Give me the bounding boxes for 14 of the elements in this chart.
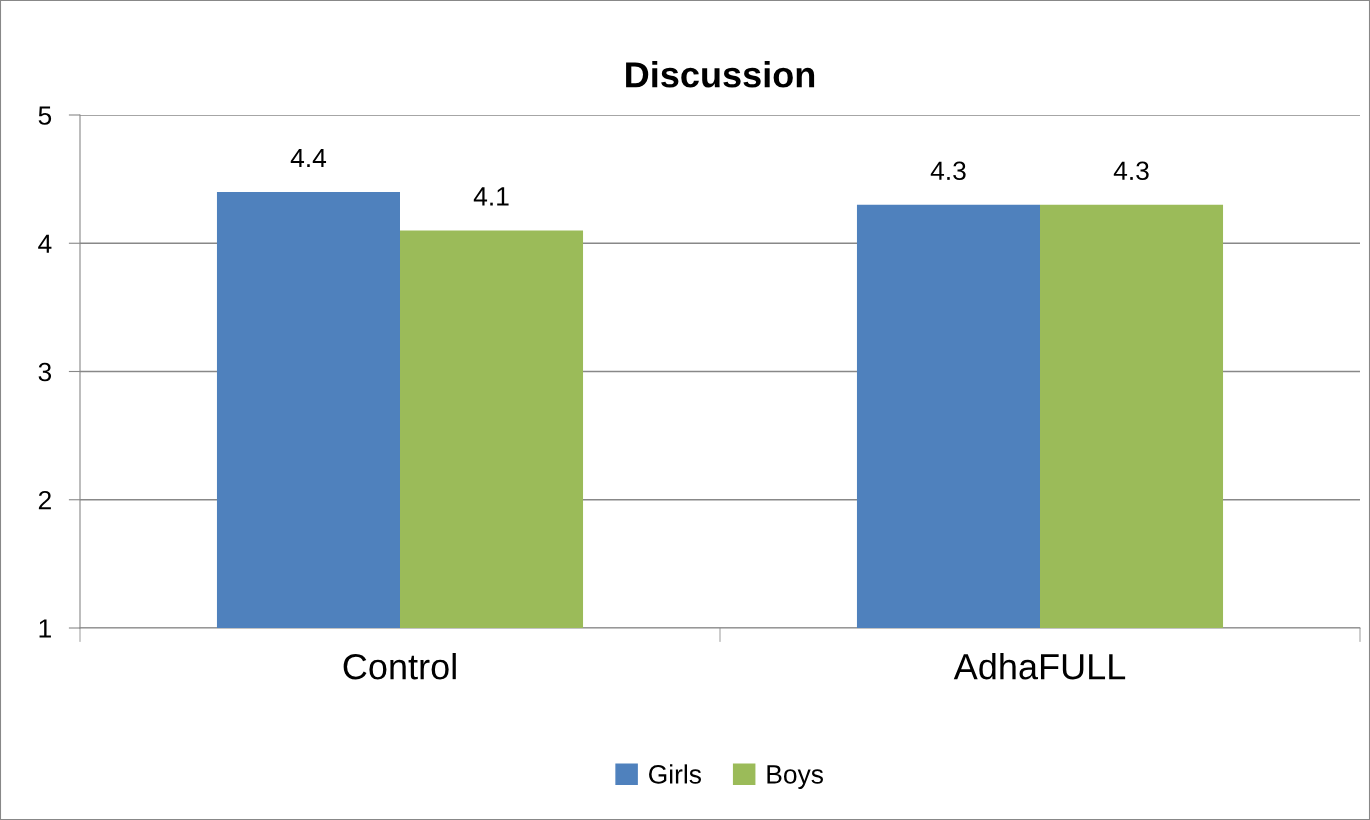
data-label: 4.4 [290,148,327,168]
legend-label: Boys [767,765,823,789]
legend-label: Girls [649,764,701,784]
x-tick-label: Control [343,653,456,680]
y-tick-label: 5 [38,106,52,125]
data-label: 4.1 [473,187,509,206]
data-label: 4.3 [930,161,966,181]
chart-title: Discussion [626,61,815,88]
y-tick-label: 4 [38,234,52,253]
y-tick-label: 3 [38,362,52,382]
y-tick-label: 1 [39,619,51,638]
y-tick-label: 2 [38,490,51,510]
x-tick-label: AdhaFULL [953,653,1126,680]
data-label: 4.3 [1113,161,1149,181]
